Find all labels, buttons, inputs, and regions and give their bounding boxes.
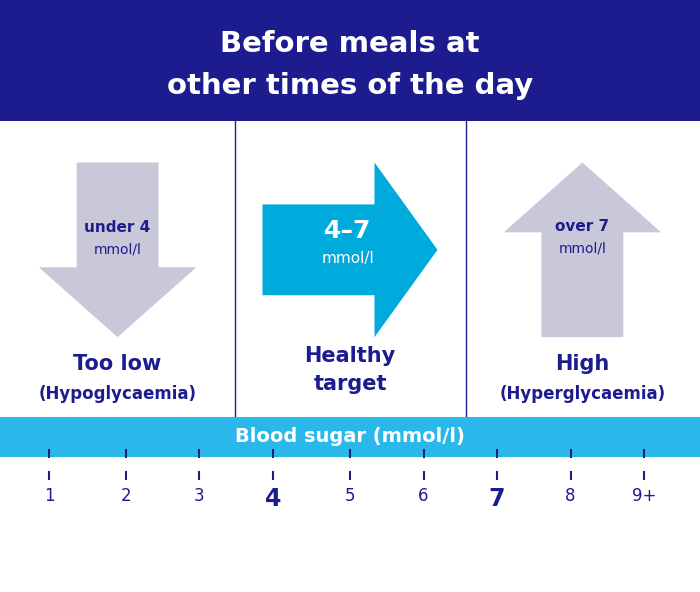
Text: (Hypoglycaemia): (Hypoglycaemia) (38, 385, 197, 403)
Bar (0, 0, 700, 121)
Text: 6: 6 (419, 487, 428, 504)
Text: mmol/l: mmol/l (94, 243, 141, 257)
Text: 1: 1 (43, 487, 55, 504)
Polygon shape (503, 162, 661, 337)
Text: High: High (555, 354, 610, 374)
Text: mmol/l: mmol/l (321, 251, 374, 266)
Text: 9+: 9+ (632, 487, 656, 504)
Text: 5: 5 (344, 487, 355, 504)
Text: Too low: Too low (74, 354, 162, 374)
Text: 3: 3 (194, 487, 205, 504)
Text: over 7: over 7 (555, 218, 610, 234)
Polygon shape (262, 162, 438, 337)
Text: 4: 4 (265, 487, 281, 511)
Text: 8: 8 (566, 487, 575, 504)
Text: 4–7: 4–7 (324, 219, 372, 243)
Text: under 4: under 4 (85, 220, 150, 236)
Text: (Hyperglycaemia): (Hyperglycaemia) (499, 385, 666, 403)
Text: Before meals at: Before meals at (220, 30, 480, 59)
Text: Healthy
target: Healthy target (304, 346, 395, 394)
Text: other times of the day: other times of the day (167, 72, 533, 100)
Text: 7: 7 (489, 487, 505, 511)
Text: mmol/l: mmol/l (559, 242, 606, 256)
Text: 2: 2 (120, 487, 132, 504)
Polygon shape (39, 162, 196, 337)
Bar (0, 417, 700, 457)
Text: Blood sugar (mmol/l): Blood sugar (mmol/l) (235, 427, 465, 446)
